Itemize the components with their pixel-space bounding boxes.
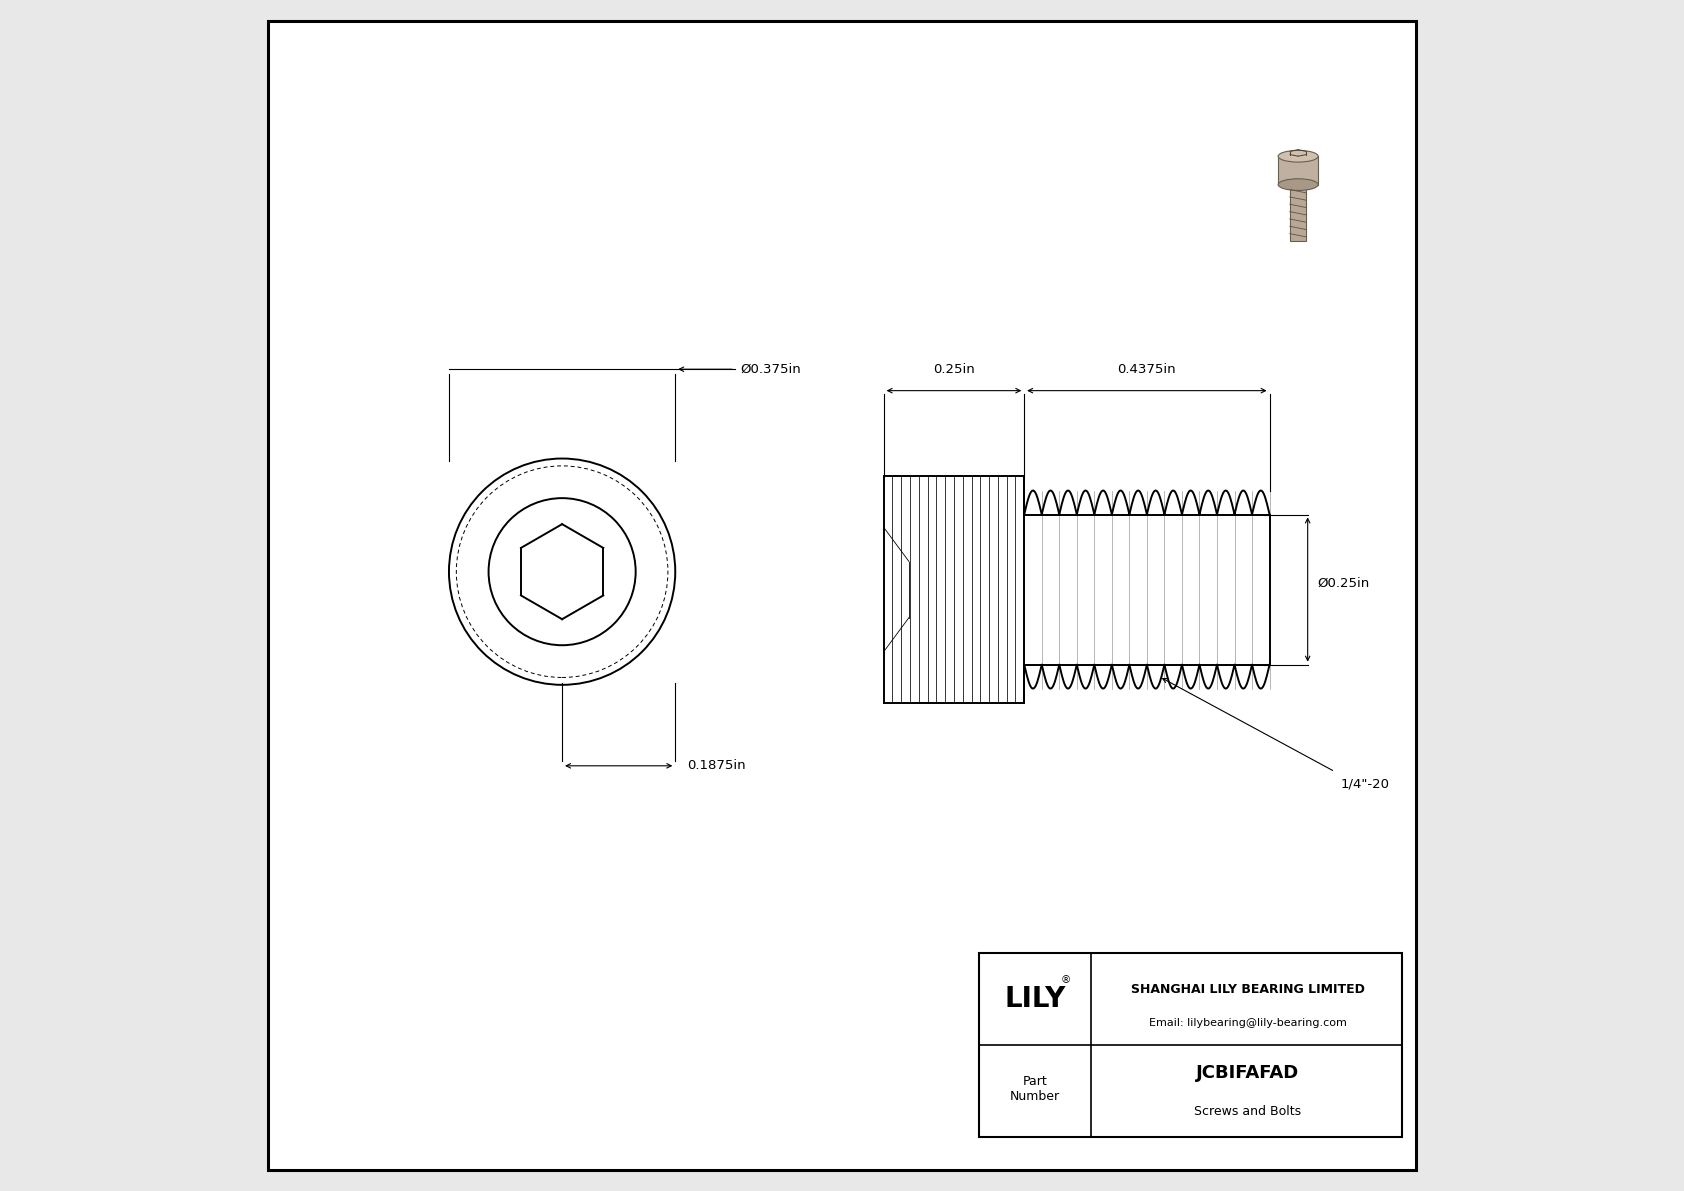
Text: Ø0.25in: Ø0.25in	[1317, 578, 1369, 590]
Text: LILY: LILY	[1004, 985, 1066, 1014]
Text: JCBIFAFAD: JCBIFAFAD	[1196, 1064, 1298, 1081]
Text: 1/4"-20: 1/4"-20	[1340, 778, 1389, 791]
Text: 0.4375in: 0.4375in	[1118, 363, 1175, 376]
Text: Email: lilybearing@lily-bearing.com: Email: lilybearing@lily-bearing.com	[1148, 1018, 1347, 1028]
Text: ®: ®	[1061, 975, 1071, 985]
Text: Screws and Bolts: Screws and Bolts	[1194, 1105, 1302, 1118]
Text: Ø0.375in: Ø0.375in	[741, 363, 802, 375]
Bar	[1278, 156, 1319, 185]
Bar	[1290, 185, 1307, 242]
Text: Part
Number: Part Number	[1010, 1075, 1059, 1103]
Text: 0.25in: 0.25in	[933, 363, 975, 376]
Bar	[978, 953, 1401, 1137]
Ellipse shape	[1278, 150, 1319, 162]
Text: SHANGHAI LILY BEARING LIMITED: SHANGHAI LILY BEARING LIMITED	[1130, 984, 1364, 996]
Text: 0.1875in: 0.1875in	[687, 760, 746, 772]
Ellipse shape	[1278, 179, 1319, 191]
